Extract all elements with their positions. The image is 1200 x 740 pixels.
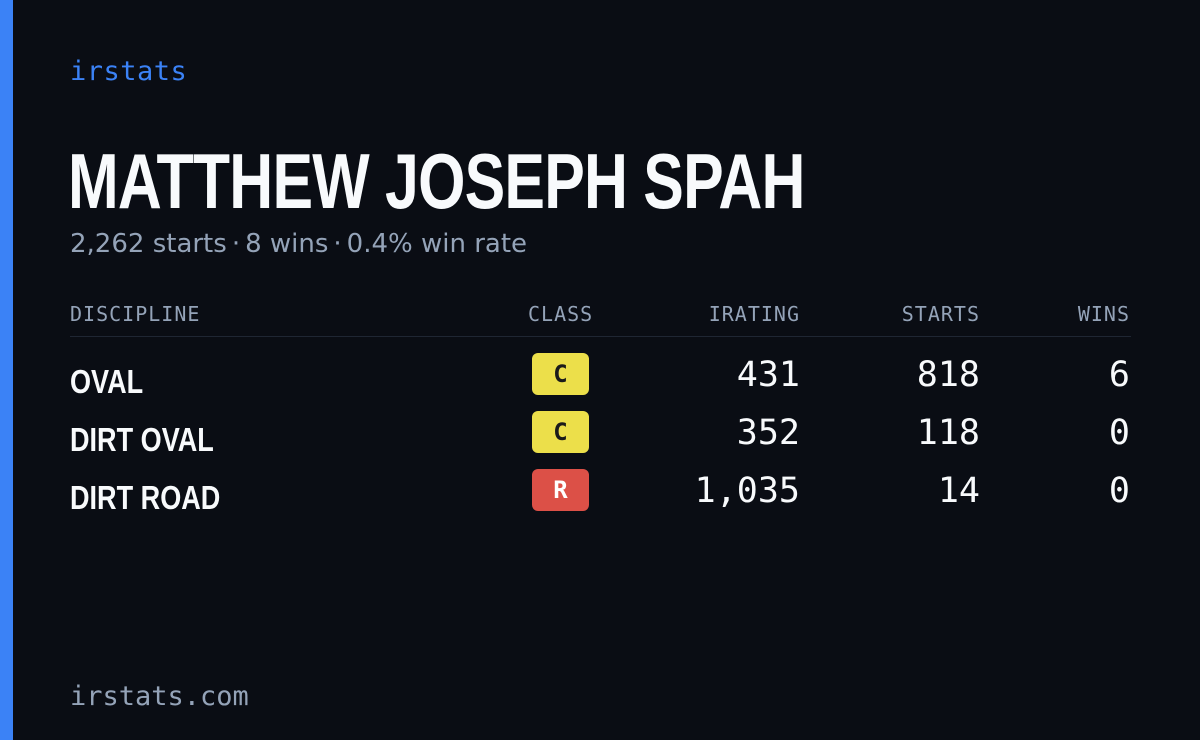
driver-name: MATTHEW JOSEPH SPAH bbox=[68, 137, 805, 225]
license-class-badge: C bbox=[532, 411, 589, 453]
header-wins: WINS bbox=[1077, 302, 1130, 326]
header-starts: STARTS bbox=[901, 302, 980, 326]
brand-logo-text: irstats bbox=[70, 56, 188, 87]
discipline-name: OVAL bbox=[70, 363, 144, 400]
table-row: DIRT OVAL C 352 118 0 bbox=[70, 409, 1131, 467]
header-discipline: DISCIPLINE bbox=[70, 302, 201, 326]
starts-summary: 2,262 starts bbox=[70, 229, 227, 259]
win-rate-summary: 0.4% win rate bbox=[346, 229, 528, 259]
wins-value: 0 bbox=[1108, 413, 1130, 453]
driver-summary: 2,262 starts · 8 wins · 0.4% win rate bbox=[70, 229, 527, 259]
footer-site-url: irstats.com bbox=[70, 681, 249, 712]
license-class-badge: R bbox=[532, 469, 589, 511]
starts-value: 118 bbox=[916, 413, 980, 453]
discipline-name: DIRT OVAL bbox=[70, 421, 214, 458]
table-header: DISCIPLINE CLASS IRATING STARTS WINS bbox=[70, 298, 1131, 337]
wins-value: 6 bbox=[1108, 355, 1130, 395]
separator-dot: · bbox=[231, 229, 241, 259]
discipline-stats-table: DISCIPLINE CLASS IRATING STARTS WINS OVA… bbox=[70, 298, 1131, 525]
wins-value: 0 bbox=[1108, 471, 1130, 511]
header-class: CLASS bbox=[528, 302, 594, 326]
table-row: DIRT ROAD R 1,035 14 0 bbox=[70, 467, 1131, 525]
license-class-badge: C bbox=[532, 353, 589, 395]
irating-value: 1,035 bbox=[694, 471, 800, 511]
irating-value: 352 bbox=[736, 413, 800, 453]
starts-value: 818 bbox=[916, 355, 980, 395]
discipline-name: DIRT ROAD bbox=[70, 479, 221, 516]
header-irating: IRATING bbox=[708, 302, 800, 326]
table-row: OVAL C 431 818 6 bbox=[70, 351, 1131, 409]
accent-bar bbox=[0, 0, 13, 740]
irating-value: 431 bbox=[736, 355, 800, 395]
separator-dot: · bbox=[333, 229, 342, 259]
starts-value: 14 bbox=[937, 471, 980, 511]
table-body: OVAL C 431 818 6 DIRT OVAL C 352 118 0 D… bbox=[70, 337, 1131, 525]
wins-summary: 8 wins bbox=[245, 229, 329, 259]
